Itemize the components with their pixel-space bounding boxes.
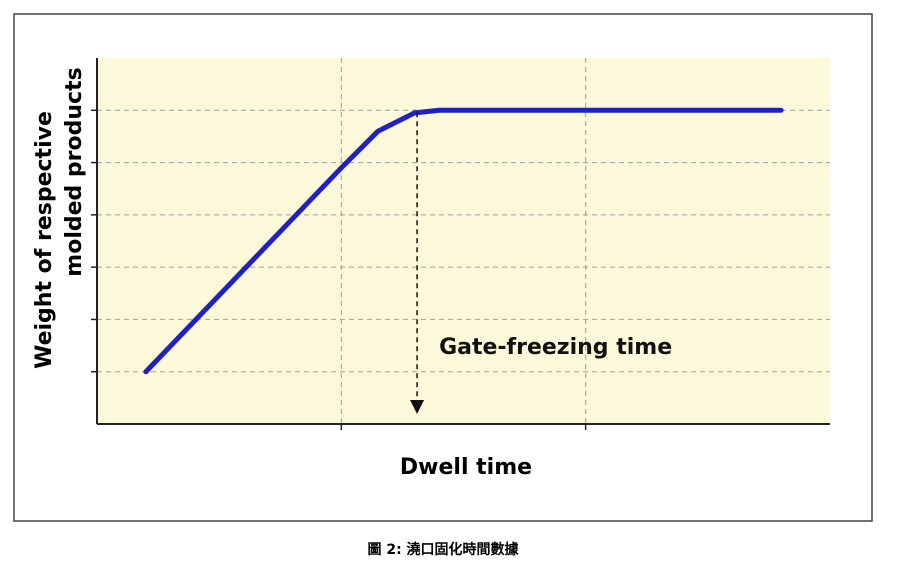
plot-area: [97, 58, 830, 424]
y-axis-label: molded products: [62, 67, 87, 276]
data-line: [143, 107, 784, 375]
annotation-text: Gate-freezing time: [439, 335, 672, 360]
y-axis-label: Weight of respective: [32, 111, 57, 369]
x-axis-label: Dwell time: [400, 455, 532, 480]
arrow-head: [410, 400, 425, 414]
caption: 圖 2: 澆口固化時間數據: [367, 541, 519, 558]
